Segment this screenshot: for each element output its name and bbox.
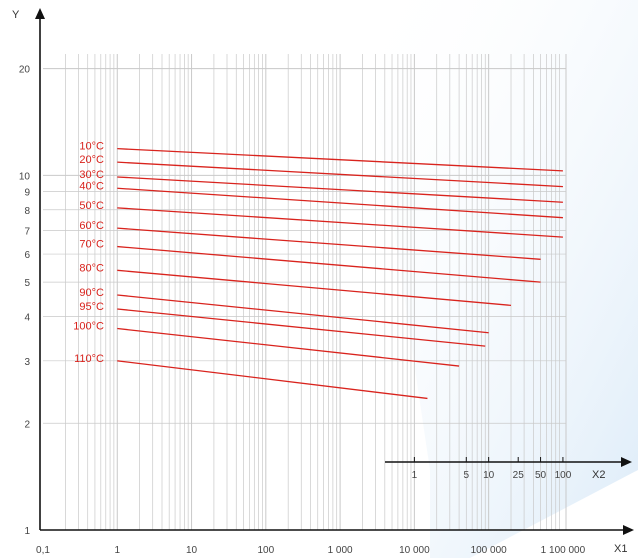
series-line xyxy=(117,294,489,334)
y-tick-label: 9 xyxy=(24,188,30,199)
series-line xyxy=(117,176,563,203)
x2-tick-label: 10 xyxy=(483,470,495,481)
series-label: 30°C xyxy=(79,169,104,181)
y-axis-title: Y xyxy=(12,9,20,21)
grid xyxy=(43,54,567,531)
series-line xyxy=(117,360,428,400)
series-labels: 10°C20°C 30°C40°C 50°C 60°C 70°C 80°C 90°C 95°C… xyxy=(73,141,104,365)
series-label: 80°C xyxy=(79,262,104,274)
x2-tick-label: 50 xyxy=(535,470,547,481)
series-label: 110°C xyxy=(74,353,104,365)
y-tick-label: 7 xyxy=(24,226,30,237)
series xyxy=(117,147,563,400)
series-label: 20°C xyxy=(79,154,104,166)
series-label: 95°C xyxy=(79,301,104,313)
x2-axis-title: X2 xyxy=(592,469,605,481)
series-label: 40°C xyxy=(79,180,104,192)
x-tick-label: 0,1 xyxy=(36,545,50,556)
y-tick-label: 8 xyxy=(24,206,30,217)
x2-tick-label: 25 xyxy=(513,470,525,481)
x-tick-labels: 0,1 1 10 100 1 000 10 000 100 000 1 100 000 xyxy=(36,545,586,556)
y-tick-label: 4 xyxy=(24,313,30,324)
series-line xyxy=(117,161,563,188)
series-label: 50°C xyxy=(79,200,104,212)
y-tick-label: 5 xyxy=(24,278,30,289)
x2-tick-label: 100 xyxy=(555,470,572,481)
x-axis-title: X1 xyxy=(614,543,627,555)
y-tick-label: 3 xyxy=(24,357,30,368)
x-tick-label: 100 000 xyxy=(471,545,508,556)
x2-axis-arrow xyxy=(621,457,632,467)
y-axis-arrow xyxy=(35,8,45,19)
series-label: 100°C xyxy=(73,321,104,333)
x-tick-label: 10 000 xyxy=(399,545,430,556)
series-label: 90°C xyxy=(79,287,104,299)
series-label: 70°C xyxy=(79,239,104,251)
series-line xyxy=(117,147,563,172)
series-line xyxy=(117,207,563,238)
series-label: 10°C xyxy=(79,141,104,153)
x-tick-label: 10 xyxy=(186,545,198,556)
x-tick-label: 1 000 xyxy=(328,545,353,556)
series-line xyxy=(117,227,541,260)
y-tick-labels: 1 2 3 4 5 6 7 8 9 10 20 xyxy=(19,65,31,537)
series-line xyxy=(117,308,486,347)
y-tick-label: 2 xyxy=(24,419,30,430)
y-tick-label: 1 xyxy=(24,526,30,537)
x2-tick-labels: 1 5 10 25 50 100 xyxy=(412,457,572,481)
y-tick-label: 6 xyxy=(24,250,30,261)
series-line xyxy=(117,327,460,367)
axes xyxy=(35,8,634,535)
series-line xyxy=(117,245,541,283)
series-label: 60°C xyxy=(79,220,104,232)
series-line xyxy=(117,269,512,307)
x-tick-label: 100 xyxy=(257,545,274,556)
y-tick-label: 10 xyxy=(19,171,31,182)
x-tick-label: 1 100 000 xyxy=(541,545,586,556)
x2-tick-label: 5 xyxy=(464,470,470,481)
series-line xyxy=(117,187,563,219)
x2-tick-label: 1 xyxy=(412,470,418,481)
x-axis-arrow xyxy=(623,525,634,535)
x-tick-label: 1 xyxy=(114,545,120,556)
y-tick-label: 20 xyxy=(19,65,31,76)
